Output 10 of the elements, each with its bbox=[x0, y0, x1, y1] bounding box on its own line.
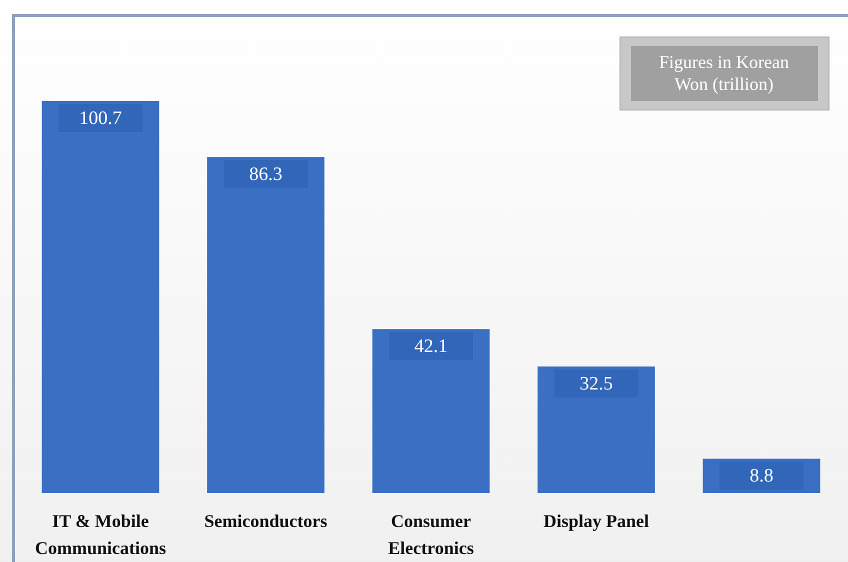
x-tick-label: Display Panel bbox=[543, 511, 650, 531]
x-tick-label: Semiconductors bbox=[204, 511, 328, 531]
data-label: 42.1 bbox=[414, 336, 448, 358]
text: Figures in Korean Won (trillion) bbox=[659, 52, 789, 94]
data-label: 8.8 bbox=[750, 466, 774, 487]
data-label: 100.7 bbox=[79, 108, 122, 129]
data-label: 32.5 bbox=[580, 373, 613, 394]
x-tick-label: IT & Mobile Communications bbox=[34, 511, 166, 558]
data-label: 86.3 bbox=[249, 164, 282, 186]
x-tick-label: Consumer Electronics bbox=[388, 511, 474, 558]
